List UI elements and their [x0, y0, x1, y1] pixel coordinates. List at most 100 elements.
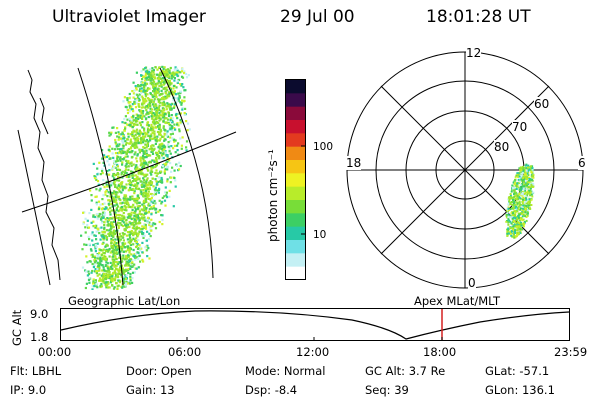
emission-pixel: [96, 180, 100, 183]
emission-pixel: [163, 103, 166, 107]
emission-pixel: [150, 75, 153, 78]
emission-pixel: [129, 263, 132, 266]
emission-pixel: [121, 170, 124, 173]
emission-pixel: [99, 203, 102, 206]
emission-pixel: [98, 212, 101, 216]
emission-pixel: [129, 184, 132, 187]
emission-pixel: [117, 151, 121, 154]
emission-pixel: [113, 192, 116, 195]
emission-pixel: [526, 214, 529, 217]
emission-pixel: [119, 199, 122, 202]
mlt-label-12: 12: [466, 46, 482, 60]
emission-pixel: [87, 278, 91, 281]
emission-pixel: [124, 155, 127, 158]
emission-pixel: [161, 200, 164, 203]
emission-pixel: [108, 169, 111, 172]
emission-pixel: [92, 215, 95, 218]
emission-pixel: [102, 235, 105, 238]
emission-pixel: [142, 106, 145, 109]
emission-pixel: [148, 129, 151, 132]
emission-pixel: [110, 237, 113, 241]
emission-pixel: [113, 279, 117, 282]
emission-pixel: [130, 217, 133, 221]
emission-pixel: [117, 269, 120, 272]
emission-pixel: [138, 231, 141, 234]
altitude-curve: [60, 310, 570, 340]
emission-pixel: [109, 133, 112, 136]
emission-pixel: [527, 209, 529, 212]
emission-pixel: [135, 237, 138, 240]
emission-pixel: [114, 138, 117, 142]
emission-pixel: [173, 176, 176, 180]
emission-pixel: [515, 185, 518, 187]
emission-pixel: [125, 257, 128, 260]
emission-pixel: [145, 146, 148, 149]
longitude-line: [77, 67, 124, 286]
emission-pixel: [530, 165, 532, 168]
emission-pixel: [166, 104, 169, 108]
emission-pixel: [526, 181, 529, 184]
emission-pixel: [108, 286, 111, 289]
emission-pixel: [108, 255, 111, 258]
emission-pixel: [143, 223, 146, 226]
emission-pixel: [126, 97, 129, 100]
emission-pixel: [160, 77, 163, 80]
emission-pixel: [125, 172, 128, 175]
emission-pixel: [162, 114, 165, 118]
emission-pixel: [179, 121, 182, 124]
emission-pixel: [142, 199, 146, 202]
emission-pixel: [142, 260, 145, 263]
emission-pixel: [114, 277, 117, 280]
emission-pixel: [152, 71, 155, 74]
emission-pixel: [130, 161, 133, 164]
emission-pixel: [157, 121, 160, 125]
emission-pixel: [176, 117, 179, 120]
emission-pixel: [140, 109, 143, 112]
emission-pixel: [519, 197, 522, 200]
emission-pixel: [131, 208, 134, 211]
emission-pixel: [128, 97, 131, 100]
emission-pixel: [168, 106, 171, 109]
emission-pixel: [176, 81, 179, 84]
emission-pixel: [137, 97, 140, 100]
colorbar-band: [286, 226, 305, 241]
emission-pixel: [116, 135, 119, 138]
emission-pixel: [105, 272, 108, 276]
emission-pixel: [129, 140, 132, 143]
emission-pixel: [129, 279, 132, 282]
emission-pixel: [123, 150, 126, 153]
status-seq: Seq: 39: [365, 383, 409, 397]
emission-pixel: [163, 132, 166, 135]
emission-pixel: [107, 199, 110, 202]
emission-pixel: [96, 217, 99, 220]
colorbar-band: [286, 253, 305, 268]
emission-pixel: [144, 82, 147, 85]
emission-pixel: [169, 108, 172, 111]
emission-pixel: [134, 219, 138, 222]
emission-pixel: [116, 235, 119, 238]
emission-pixel: [133, 153, 136, 156]
emission-pixel: [128, 92, 131, 96]
emission-pixel: [118, 256, 121, 259]
emission-pixel: [124, 274, 127, 277]
emission-pixel: [173, 140, 176, 143]
emission-pixel: [166, 130, 169, 133]
emission-pixel: [133, 101, 136, 104]
emission-pixel: [181, 76, 185, 79]
emission-pixel: [146, 183, 149, 186]
emission-pixel: [117, 131, 120, 134]
longitude-line: [159, 67, 214, 279]
emission-pixel: [513, 220, 516, 222]
emission-pixel: [148, 187, 152, 190]
emission-pixel: [137, 103, 140, 106]
emission-pixel: [141, 203, 144, 206]
emission-pixel: [93, 285, 96, 288]
emission-pixel: [123, 195, 126, 199]
emission-pixel: [120, 224, 123, 227]
emission-pixel: [150, 173, 153, 176]
emission-pixel: [129, 258, 133, 261]
emission-pixel: [114, 141, 117, 144]
emission-pixel: [520, 224, 523, 227]
emission-pixel: [102, 161, 105, 164]
emission-pixel: [131, 281, 134, 284]
